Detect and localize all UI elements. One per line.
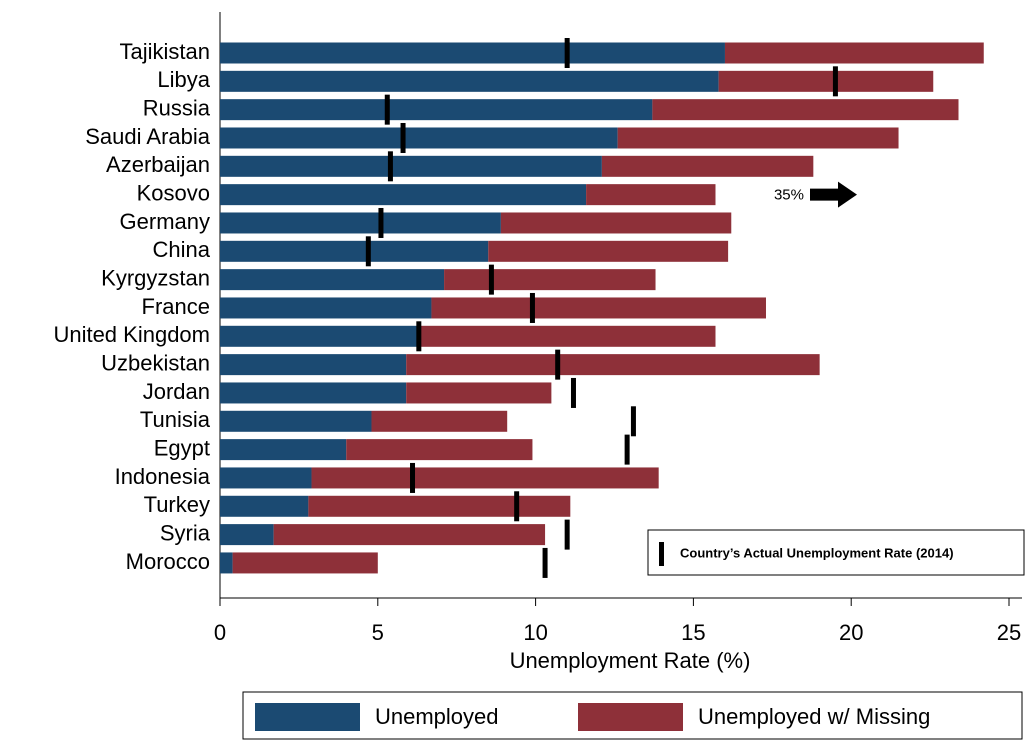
- bar-segment: [431, 297, 766, 319]
- x-tick-label: 0: [214, 620, 226, 645]
- y-tick-label: Tajikistan: [120, 39, 210, 64]
- y-tick-label: Egypt: [154, 435, 210, 460]
- bar-segment: [601, 155, 814, 177]
- bar-segment: [220, 155, 602, 177]
- actual-rate-marker: [564, 38, 570, 68]
- bar-segment: [406, 354, 820, 376]
- actual-rate-marker: [410, 462, 416, 493]
- y-tick-label: Morocco: [126, 549, 210, 574]
- y-tick-label: Jordan: [143, 379, 210, 404]
- x-tick-label: 25: [997, 620, 1021, 645]
- actual-rate-marker: [400, 122, 406, 153]
- actual-rate-marker: [378, 207, 384, 238]
- bar-segment: [617, 127, 899, 149]
- bar-segment: [418, 325, 716, 347]
- y-tick-label: Germany: [120, 209, 210, 234]
- bar-segment: [308, 495, 571, 517]
- actual-rate-marker: [529, 292, 535, 323]
- actual-rate-marker: [564, 519, 570, 550]
- actual-rate-marker: [365, 236, 371, 267]
- x-tick-label: 20: [839, 620, 863, 645]
- x-axis-label: Unemployment Rate (%): [510, 648, 751, 673]
- bar-segment: [232, 552, 378, 574]
- bar-segment: [406, 382, 552, 404]
- bar-segment: [220, 467, 312, 489]
- actual-rate-marker: [514, 491, 520, 522]
- bar-segment: [586, 184, 716, 206]
- bar-segment: [220, 240, 489, 262]
- bar-segment: [220, 269, 445, 291]
- bar-segment: [444, 269, 656, 291]
- bar-segment: [220, 410, 372, 432]
- y-tick-label: Kosovo: [137, 180, 210, 205]
- actual-rate-marker: [384, 94, 390, 125]
- y-tick-label: Azerbaijan: [106, 152, 210, 177]
- bar-segment: [220, 184, 587, 206]
- legend-label: Country’s Actual Unemployment Rate (2014…: [680, 545, 954, 560]
- actual-rate-marker: [488, 264, 494, 295]
- y-tick-label: United Kingdom: [53, 322, 210, 347]
- actual-rate-label: 35%: [774, 187, 804, 204]
- legend-swatch: [255, 703, 360, 731]
- x-tick-label: 10: [523, 620, 547, 645]
- legend-swatch: [578, 703, 683, 731]
- bar-segment: [346, 439, 533, 461]
- y-tick-label: Uzbekistan: [101, 350, 210, 375]
- bar-segment: [220, 127, 618, 149]
- y-tick-label: Saudi Arabia: [85, 124, 211, 149]
- bar-segment: [488, 240, 729, 262]
- bar-segment: [220, 439, 347, 461]
- bar-segment: [220, 99, 653, 121]
- actual-rate-marker: [570, 377, 576, 408]
- x-tick-label: 15: [681, 620, 705, 645]
- bar-segment: [500, 212, 732, 234]
- actual-rate-marker: [387, 151, 393, 182]
- y-tick-label: Tunisia: [140, 407, 211, 432]
- bar-segment: [220, 382, 407, 404]
- bar-segment: [718, 70, 934, 92]
- bar-segment: [220, 524, 274, 546]
- legend-label: Unemployed: [375, 704, 499, 729]
- y-tick-label: France: [142, 294, 210, 319]
- bar-segment: [220, 495, 309, 517]
- legend-label: Unemployed w/ Missing: [698, 704, 930, 729]
- bar-segment: [311, 467, 659, 489]
- actual-rate-marker: [630, 406, 636, 437]
- bar-segment: [220, 42, 725, 64]
- y-tick-label: Indonesia: [115, 464, 211, 489]
- bar-segment: [371, 410, 508, 432]
- y-tick-label: Russia: [143, 95, 211, 120]
- bar-segment: [220, 70, 719, 92]
- y-tick-label: Turkey: [144, 492, 210, 517]
- y-tick-label: Syria: [160, 520, 211, 545]
- bar-segment: [724, 42, 984, 64]
- bar-segment: [220, 354, 407, 376]
- bar-segment: [273, 524, 546, 546]
- y-tick-label: China: [153, 237, 211, 262]
- marker-legend-box: [647, 529, 1025, 576]
- legend-marker: [659, 542, 664, 566]
- y-tick-label: Kyrgyzstan: [101, 265, 210, 290]
- y-tick-label: Libya: [157, 67, 210, 92]
- actual-rate-marker: [542, 547, 548, 578]
- bar-segment: [220, 297, 432, 319]
- bar-segment: [220, 212, 501, 234]
- bar-segment: [220, 325, 419, 347]
- bar-segment: [652, 99, 959, 121]
- actual-rate-arrow: [810, 181, 857, 208]
- actual-rate-marker: [555, 349, 561, 380]
- actual-rate-marker: [416, 321, 422, 352]
- actual-rate-marker: [832, 66, 838, 97]
- bar-segment: [220, 552, 233, 574]
- actual-rate-marker: [624, 434, 630, 465]
- x-tick-label: 5: [372, 620, 384, 645]
